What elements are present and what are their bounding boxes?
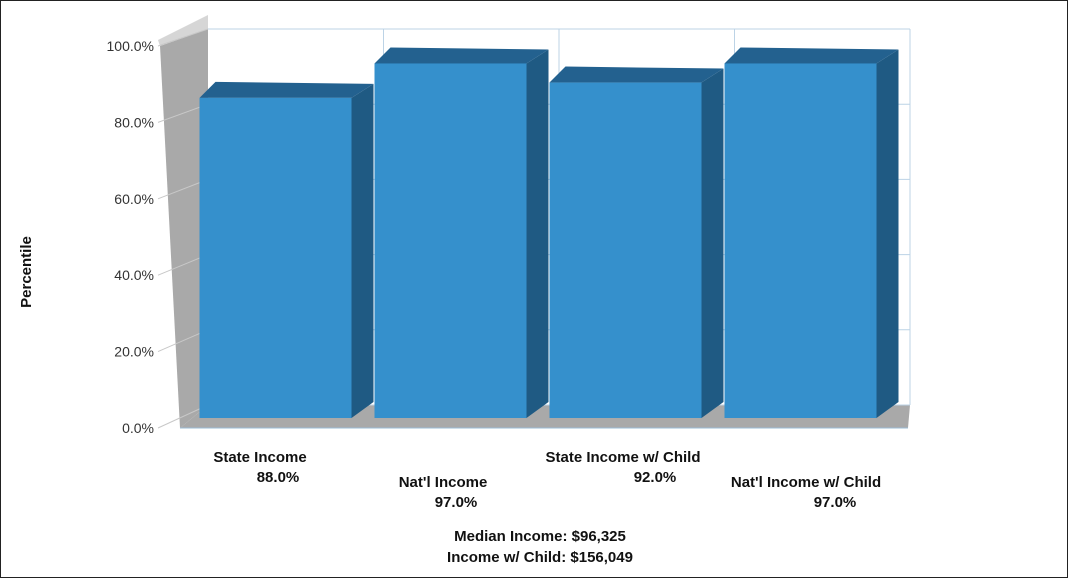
bar-top [199, 81, 374, 98]
gridline-diagonal [157, 28, 209, 47]
bar-value-label: 97.0% [435, 494, 478, 511]
bars [199, 47, 899, 419]
x-category-label: State Income [213, 449, 306, 466]
left-wall [160, 29, 208, 428]
bar-front [549, 82, 702, 418]
bar-value-label: 92.0% [634, 469, 677, 486]
bar [374, 47, 549, 419]
bar-front [374, 63, 527, 419]
x-axis-labels: State Income 88.0% Nat'l Income 97.0% State … [213, 449, 881, 511]
bar-value-label: 88.0% [257, 469, 300, 486]
y-tick-label: 100.0% [107, 38, 154, 54]
x-category-label: Nat'l Income w/ Child [731, 474, 881, 491]
bar-front [724, 63, 877, 419]
income-with-child-label: Income w/ Child: $156,049 [447, 549, 633, 566]
y-tick-label: 80.0% [114, 114, 154, 130]
median-income-label: Median Income: $96,325 [454, 528, 626, 545]
bar-top [724, 47, 899, 64]
bar-top [374, 47, 549, 64]
bar-value-label: 97.0% [814, 494, 857, 511]
bar-front [199, 97, 352, 418]
y-axis-ticks: 0.0% 20.0% 40.0% 60.0% 80.0% 100.0% [107, 38, 154, 436]
left-wall-top-edge [158, 15, 208, 46]
bar [549, 66, 724, 418]
bar [199, 81, 374, 418]
y-tick-label: 60.0% [114, 191, 154, 207]
bar-side [526, 49, 549, 419]
bar-top [549, 66, 724, 83]
x-category-label: Nat'l Income [399, 474, 488, 491]
y-tick-label: 0.0% [122, 420, 154, 436]
y-axis-label: Percentile [18, 236, 35, 308]
bar [724, 47, 899, 419]
y-tick-label: 20.0% [114, 344, 154, 360]
y-tick-label: 40.0% [114, 267, 154, 283]
bar-side [876, 49, 899, 419]
bar-side [351, 83, 374, 418]
bar-side [701, 68, 724, 418]
x-category-label: State Income w/ Child [545, 449, 700, 466]
